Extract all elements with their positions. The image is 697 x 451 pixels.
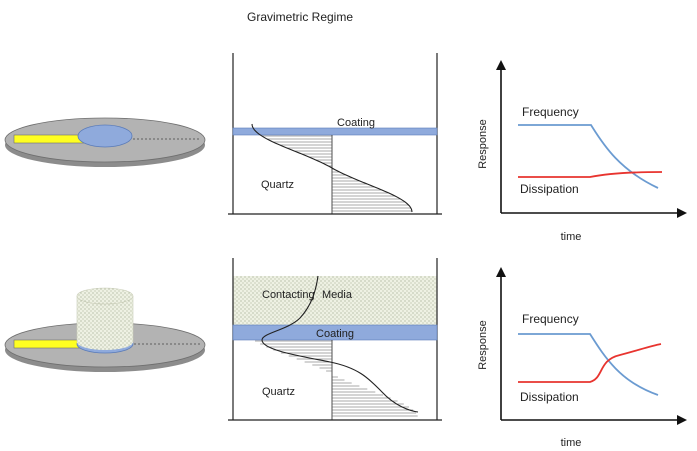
- bottom-frequency-label: Frequency: [522, 312, 579, 326]
- top-dissipation-label: Dissipation: [520, 182, 579, 196]
- figure-title: Gravimetric Regime: [247, 10, 353, 24]
- top-electrode-lead: [13, 134, 85, 144]
- top-frequency-label: Frequency: [522, 105, 579, 119]
- bottom-dissipation-label: Dissipation: [520, 390, 579, 404]
- top-x-axis-label: time: [561, 231, 582, 243]
- bottom-wave-profile: Contacting Media Coating Quartz: [228, 258, 442, 421]
- top-coating-electrode: [77, 124, 133, 148]
- top-coating-layer: [232, 127, 438, 136]
- bottom-wave-hatching: [255, 340, 418, 417]
- bottom-coating-label: Coating: [316, 328, 354, 340]
- bottom-coating-layer: [232, 324, 438, 341]
- media-label-right: Media: [322, 289, 353, 301]
- bottom-dissipation-curve: [518, 343, 662, 383]
- top-y-axis-arrow: [496, 60, 506, 70]
- bottom-electrode-lead: [13, 339, 85, 349]
- bottom-x-axis-arrow: [677, 415, 687, 425]
- top-sensor-disk: [4, 117, 206, 167]
- top-wave-profile: Coating Quartz: [228, 53, 442, 215]
- top-y-axis-label: Response: [477, 119, 489, 169]
- bottom-response-chart: Response time Frequency Dissipation: [477, 267, 687, 449]
- top-wave-hatching: [261, 135, 412, 212]
- bottom-frequency-curve: [518, 333, 659, 396]
- media-label-left: Contacting: [262, 289, 315, 301]
- bottom-y-axis-arrow: [496, 267, 506, 277]
- bottom-sensor-disk: [4, 287, 206, 372]
- top-shear-wave-curve: [251, 123, 413, 213]
- bottom-quartz-label: Quartz: [262, 386, 295, 398]
- top-response-chart: Response time Frequency Dissipation: [477, 60, 687, 243]
- bottom-x-axis-label: time: [561, 437, 582, 449]
- contacting-media-cylinder: [76, 287, 134, 350]
- bottom-shear-wave-curve: [261, 275, 419, 413]
- top-frequency-curve: [518, 124, 659, 189]
- top-x-axis-arrow: [677, 208, 687, 218]
- contacting-media-layer: [233, 276, 437, 325]
- bottom-y-axis-label: Response: [477, 320, 489, 370]
- top-coating-label: Coating: [337, 117, 375, 129]
- top-dissipation-curve: [518, 171, 663, 178]
- top-quartz-label: Quartz: [261, 179, 294, 191]
